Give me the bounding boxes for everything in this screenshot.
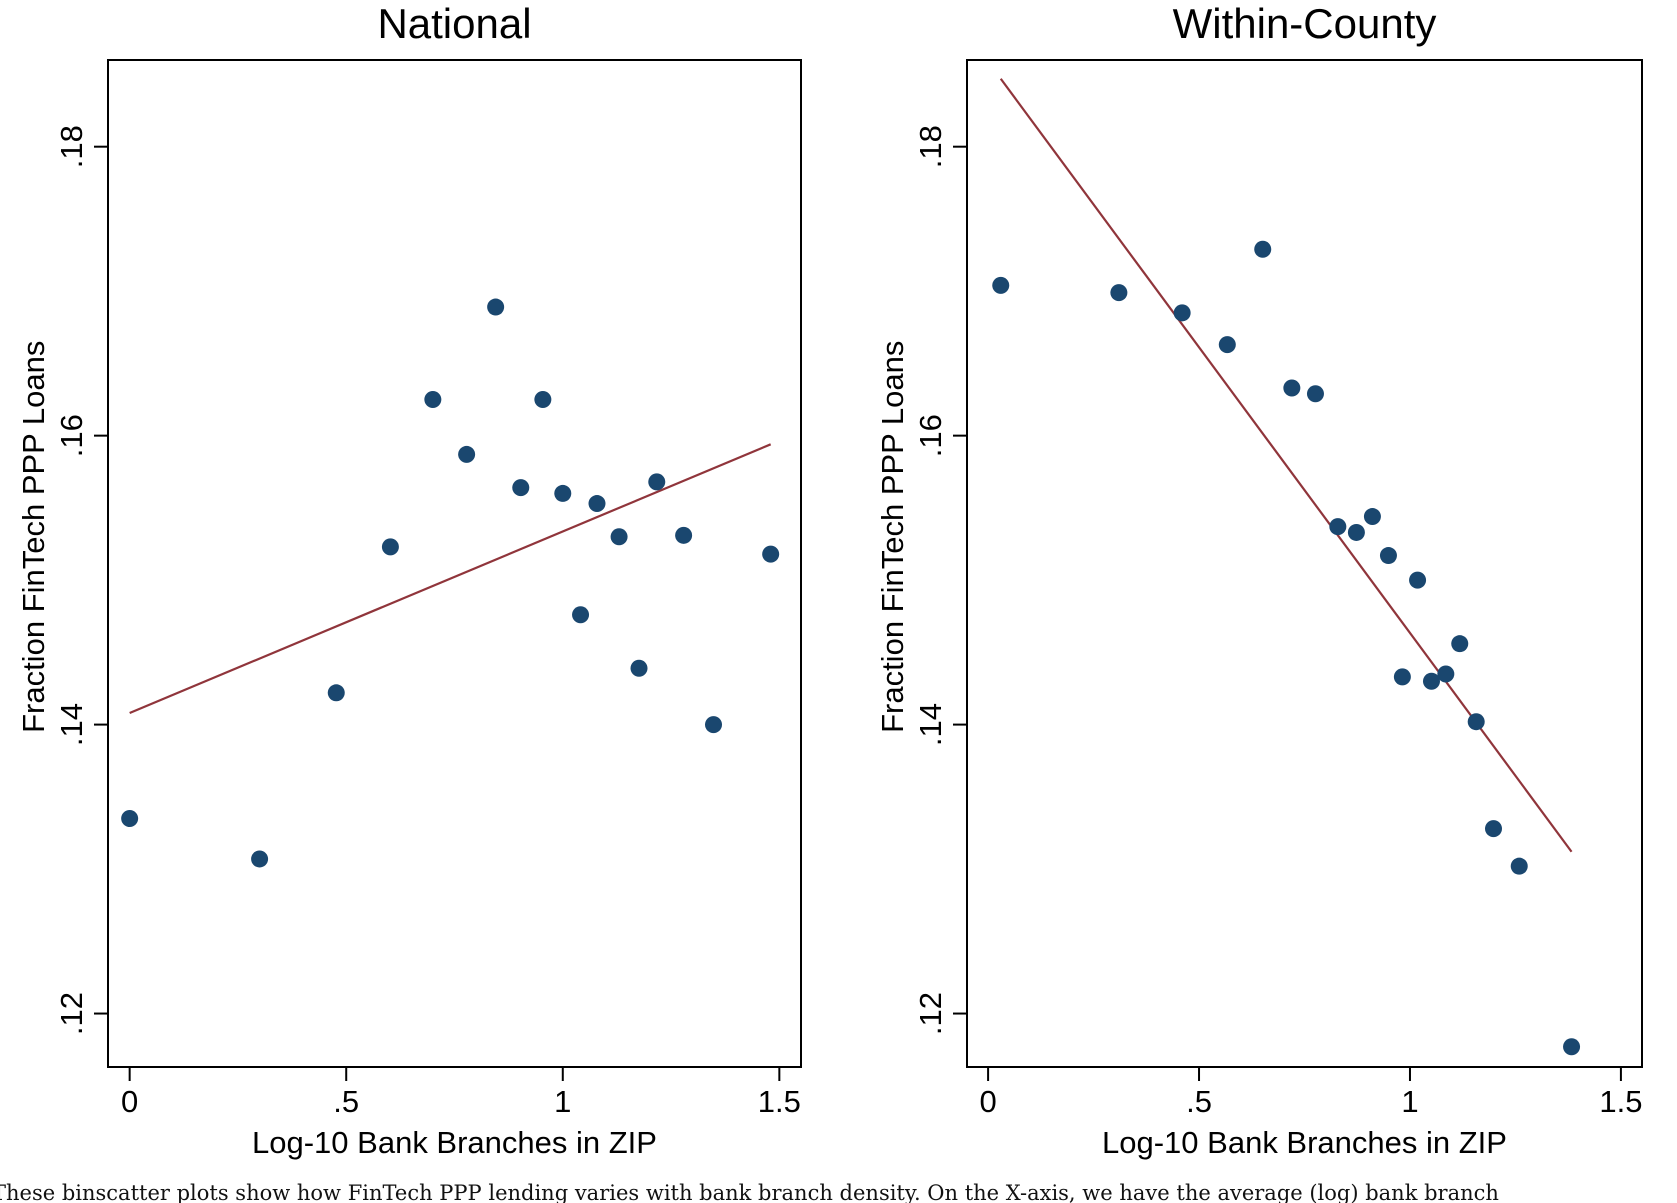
panel2-data-point	[1254, 240, 1272, 258]
panel1-fit-line	[129, 443, 772, 715]
panel1-data-point	[251, 850, 269, 868]
panel1-chart-title: National	[377, 0, 531, 47]
panel2-data-point	[1363, 508, 1381, 526]
panel1-data-point	[572, 606, 590, 624]
panel2-data-point	[1306, 385, 1324, 403]
panel2-y-tick-label: .12	[913, 992, 948, 1035]
panel1-data-point	[121, 810, 139, 828]
panel1-x-tick-label: 1	[554, 1084, 571, 1119]
panel2-x-tick-label: .5	[1186, 1084, 1212, 1119]
panel1-y-tick-label: .18	[54, 125, 89, 168]
panel2-data-point	[1422, 672, 1440, 690]
panel1-data-point	[648, 473, 666, 491]
panel1-data-point	[705, 716, 723, 734]
panel1-x-tick-label: .5	[333, 1084, 359, 1119]
panel2-data-point	[1329, 518, 1347, 536]
panel2-data-point	[1347, 523, 1365, 541]
panel1-data-point	[610, 528, 628, 546]
panel1-plot-frame	[107, 59, 802, 1068]
panel1-y-axis-label: Fraction FinTech PPP Loans	[16, 341, 51, 733]
panel2-x-axis-label: Log-10 Bank Branches in ZIP	[1102, 1125, 1507, 1160]
panel2-x-tick-label: 0	[979, 1084, 996, 1119]
panel1-data-point	[424, 391, 442, 409]
panel2-plot-frame	[966, 59, 1643, 1068]
panel2-data-point	[1563, 1038, 1581, 1056]
panel1-y-tick-label: .16	[54, 414, 89, 457]
panel1-x-tick-label: 0	[121, 1084, 138, 1119]
panel2-y-axis-label: Fraction FinTech PPP Loans	[875, 341, 910, 733]
panel1-data-point	[512, 479, 530, 497]
panel2-data-point	[1467, 713, 1485, 731]
panel2-chart-title: Within-County	[1173, 0, 1437, 47]
panel1-data-point	[381, 538, 399, 556]
panel2-y-tick-label: .14	[913, 703, 948, 746]
panel1-data-point	[762, 545, 780, 563]
panel2-data-point	[1451, 635, 1469, 653]
panel2-data-point	[1110, 284, 1128, 302]
panel1-x-tick-label: 1.5	[758, 1084, 801, 1119]
figure-caption: These binscatter plots show how FinTech …	[0, 1182, 1499, 1203]
panel1-data-point	[327, 684, 345, 702]
panel2-fit-line	[999, 78, 1573, 853]
panel1-y-tick-label: .14	[54, 703, 89, 746]
panel1-x-axis-label: Log-10 Bank Branches in ZIP	[252, 1125, 657, 1160]
panel1-data-point	[588, 495, 606, 513]
panel2-y-tick-label: .18	[913, 125, 948, 168]
panel2-data-point	[1283, 379, 1301, 397]
panel1-data-point	[554, 484, 572, 502]
panel2-x-tick-label: 1.5	[1599, 1084, 1642, 1119]
panel2-data-point	[1485, 820, 1502, 838]
panel2-data-point	[1437, 665, 1455, 683]
panel2-data-point	[1510, 857, 1528, 875]
panel2-x-tick-label: 1	[1401, 1084, 1418, 1119]
panel2-data-point	[992, 276, 1010, 294]
panel1-data-point	[487, 298, 505, 316]
panel1-data-point	[675, 526, 693, 544]
panel1-y-tick-label: .12	[54, 992, 89, 1035]
panel1-data-point	[630, 659, 648, 677]
panel2-data-point	[1409, 571, 1427, 589]
panel2-y-tick-label: .16	[913, 414, 948, 457]
panel2-data-point	[1173, 304, 1191, 322]
panel1-data-point	[458, 445, 476, 463]
panel2-data-point	[1379, 547, 1397, 565]
panel1-data-point	[534, 391, 552, 409]
panel2-data-point	[1218, 336, 1236, 354]
panel2-data-point	[1393, 668, 1411, 686]
